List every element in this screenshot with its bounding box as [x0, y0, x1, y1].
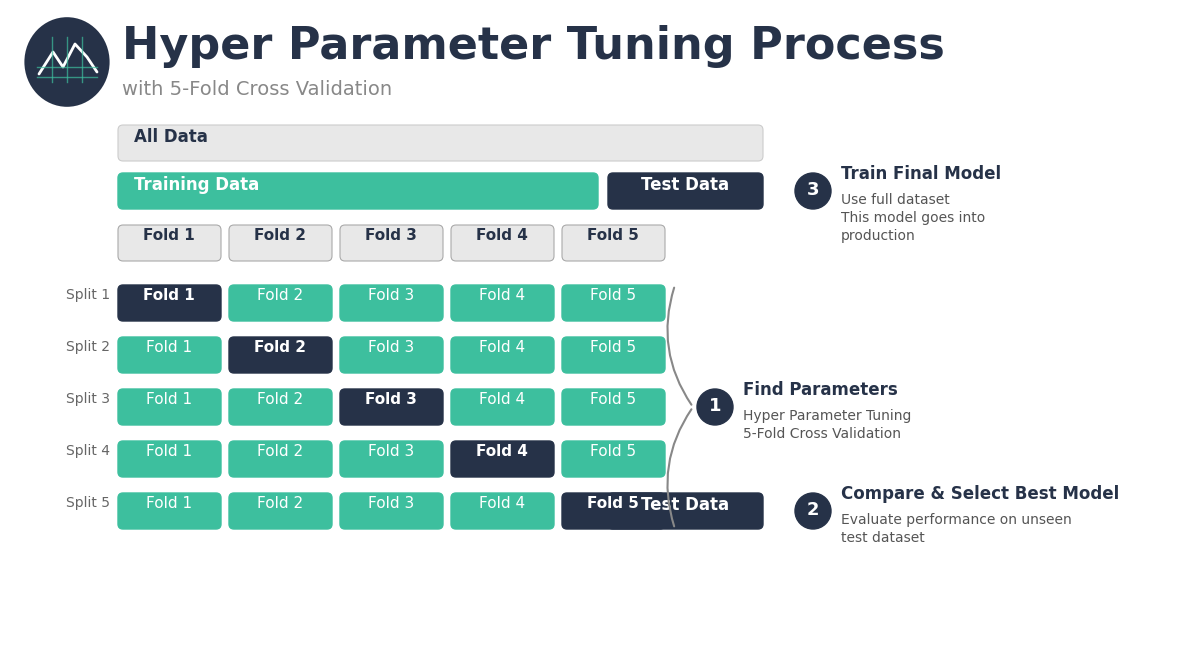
Text: Split 3: Split 3 — [66, 392, 110, 406]
FancyBboxPatch shape — [118, 173, 598, 209]
Text: Fold 5: Fold 5 — [587, 496, 639, 511]
Text: Fold 2: Fold 2 — [254, 340, 306, 355]
FancyBboxPatch shape — [562, 389, 665, 425]
Text: Test Data: Test Data — [641, 496, 729, 514]
Text: Split 5: Split 5 — [66, 496, 110, 510]
Text: Fold 5: Fold 5 — [590, 444, 637, 459]
FancyBboxPatch shape — [451, 493, 554, 529]
FancyBboxPatch shape — [451, 441, 554, 477]
FancyBboxPatch shape — [451, 337, 554, 373]
Text: 3: 3 — [807, 181, 820, 199]
FancyBboxPatch shape — [340, 225, 443, 261]
Circle shape — [697, 389, 733, 425]
FancyBboxPatch shape — [118, 225, 221, 261]
FancyBboxPatch shape — [608, 173, 763, 209]
Text: Fold 3: Fold 3 — [365, 228, 417, 243]
FancyBboxPatch shape — [562, 225, 665, 261]
FancyBboxPatch shape — [451, 285, 554, 321]
Text: Fold 3: Fold 3 — [367, 288, 415, 303]
Text: Fold 2: Fold 2 — [257, 288, 304, 303]
Text: Fold 1: Fold 1 — [146, 340, 193, 355]
FancyBboxPatch shape — [229, 337, 332, 373]
Text: Test Data: Test Data — [641, 176, 729, 194]
Text: This model goes into: This model goes into — [841, 211, 985, 225]
FancyBboxPatch shape — [608, 493, 763, 529]
FancyBboxPatch shape — [562, 337, 665, 373]
FancyBboxPatch shape — [340, 337, 443, 373]
Text: test dataset: test dataset — [841, 531, 925, 545]
FancyBboxPatch shape — [562, 441, 665, 477]
FancyBboxPatch shape — [118, 125, 763, 161]
Text: Split 4: Split 4 — [66, 444, 110, 458]
FancyBboxPatch shape — [118, 285, 221, 321]
FancyBboxPatch shape — [118, 389, 221, 425]
FancyBboxPatch shape — [340, 389, 443, 425]
Text: Fold 4: Fold 4 — [476, 228, 528, 243]
FancyBboxPatch shape — [451, 225, 554, 261]
Text: Split 2: Split 2 — [66, 340, 110, 354]
FancyBboxPatch shape — [562, 493, 665, 529]
FancyBboxPatch shape — [340, 285, 443, 321]
Text: Fold 4: Fold 4 — [479, 496, 526, 511]
Text: with 5-Fold Cross Validation: with 5-Fold Cross Validation — [122, 80, 392, 99]
FancyBboxPatch shape — [229, 225, 332, 261]
Text: Split 1: Split 1 — [66, 288, 110, 302]
Text: Find Parameters: Find Parameters — [743, 381, 898, 399]
Text: Fold 2: Fold 2 — [254, 228, 306, 243]
FancyBboxPatch shape — [340, 441, 443, 477]
Ellipse shape — [22, 16, 111, 108]
FancyBboxPatch shape — [118, 493, 221, 529]
FancyBboxPatch shape — [340, 493, 443, 529]
Text: Fold 1: Fold 1 — [143, 288, 195, 303]
Text: Hyper Parameter Tuning: Hyper Parameter Tuning — [743, 409, 912, 423]
Text: 1: 1 — [709, 397, 722, 415]
Text: 5-Fold Cross Validation: 5-Fold Cross Validation — [743, 427, 901, 441]
Text: Fold 5: Fold 5 — [587, 228, 639, 243]
Text: Fold 3: Fold 3 — [365, 392, 417, 407]
Text: Fold 2: Fold 2 — [257, 496, 304, 511]
Text: production: production — [841, 229, 915, 243]
Text: Fold 4: Fold 4 — [479, 288, 526, 303]
Text: Fold 3: Fold 3 — [367, 340, 415, 355]
Text: Training Data: Training Data — [133, 176, 260, 194]
Text: Fold 2: Fold 2 — [257, 444, 304, 459]
Text: Fold 5: Fold 5 — [590, 288, 637, 303]
Text: Fold 5: Fold 5 — [590, 392, 637, 407]
Text: All Data: All Data — [133, 128, 208, 146]
Text: Fold 2: Fold 2 — [257, 392, 304, 407]
FancyBboxPatch shape — [118, 337, 221, 373]
Text: Fold 3: Fold 3 — [367, 444, 415, 459]
Text: Fold 1: Fold 1 — [146, 496, 193, 511]
Text: Fold 4: Fold 4 — [479, 392, 526, 407]
Circle shape — [795, 493, 831, 529]
Text: Fold 1: Fold 1 — [146, 392, 193, 407]
FancyBboxPatch shape — [229, 493, 332, 529]
Text: Fold 1: Fold 1 — [146, 444, 193, 459]
FancyBboxPatch shape — [451, 389, 554, 425]
Text: Fold 3: Fold 3 — [367, 496, 415, 511]
Text: Hyper Parameter Tuning Process: Hyper Parameter Tuning Process — [122, 25, 945, 68]
FancyBboxPatch shape — [229, 389, 332, 425]
Text: Compare & Select Best Model: Compare & Select Best Model — [841, 485, 1120, 503]
FancyBboxPatch shape — [118, 441, 221, 477]
Text: Fold 5: Fold 5 — [590, 340, 637, 355]
FancyBboxPatch shape — [562, 285, 665, 321]
Text: Use full dataset: Use full dataset — [841, 193, 950, 207]
Text: Fold 4: Fold 4 — [476, 444, 528, 459]
Text: Fold 1: Fold 1 — [143, 228, 195, 243]
FancyBboxPatch shape — [229, 285, 332, 321]
Text: Evaluate performance on unseen: Evaluate performance on unseen — [841, 513, 1071, 527]
Text: Train Final Model: Train Final Model — [841, 165, 1001, 183]
Circle shape — [795, 173, 831, 209]
Text: 2: 2 — [807, 501, 820, 519]
Text: Fold 4: Fold 4 — [479, 340, 526, 355]
FancyBboxPatch shape — [229, 441, 332, 477]
